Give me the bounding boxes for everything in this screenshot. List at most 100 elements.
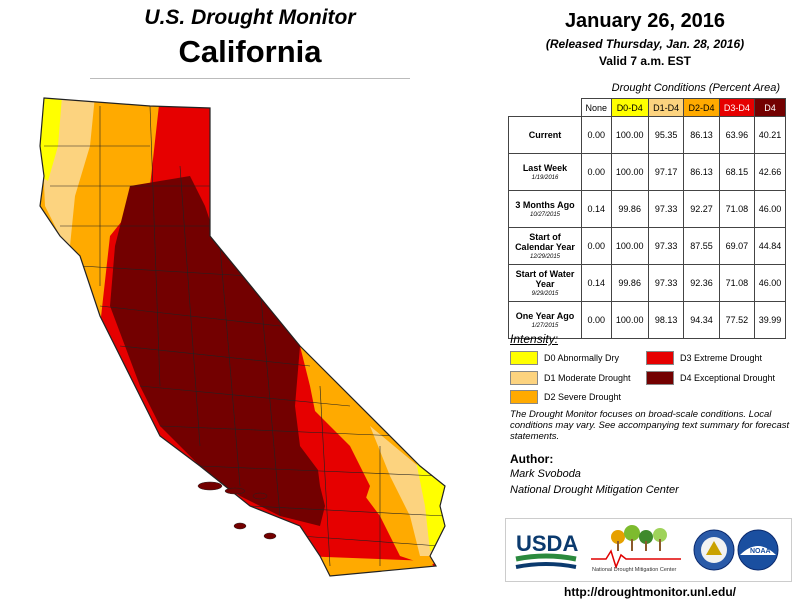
row-label: One Year Ago 1/27/2015 xyxy=(508,301,582,339)
channel-islands xyxy=(197,481,277,540)
table-corner xyxy=(509,99,582,117)
col-header: D4 xyxy=(754,98,786,117)
table-cell: 0.00 xyxy=(581,301,612,339)
table-cell: 97.33 xyxy=(647,264,685,302)
author-organization: National Drought Mitigation Center xyxy=(510,484,679,496)
row-label: Start of Calendar Year 12/29/2015 xyxy=(508,227,582,265)
legend-swatch xyxy=(510,390,538,404)
table-cell: 0.14 xyxy=(581,190,612,228)
legend-item-d3: D3 Extreme Drought xyxy=(646,350,762,366)
disclaimer-note: The Drought Monitor focuses on broad-sca… xyxy=(510,409,790,442)
release-date: (Released Thursday, Jan. 28, 2016) xyxy=(545,37,745,51)
row-date: 10/27/2015 xyxy=(529,212,561,218)
table-cell: 99.86 xyxy=(610,264,649,302)
table-header-row: None D0-D4 D1-D4 D2-D4 D3-D4 D4 xyxy=(509,98,786,117)
table-cell: 100.00 xyxy=(610,227,649,265)
legend-swatch xyxy=(646,371,674,385)
partner-logos: USDA National Drought Mitigation Center xyxy=(505,518,792,582)
usda-logo: USDA xyxy=(515,531,578,569)
table-cell: 77.52 xyxy=(718,301,756,339)
header-divider xyxy=(90,78,410,79)
legend-label: D4 Exceptional Drought xyxy=(680,373,776,383)
drought-conditions-table: None D0-D4 D1-D4 D2-D4 D3-D4 D4 Current 0… xyxy=(508,98,786,339)
valid-date: January 26, 2016 xyxy=(564,10,726,32)
table-cell: 97.33 xyxy=(647,227,685,265)
ndmc-logo-text: National Drought Mitigation Center xyxy=(592,567,677,573)
usda-logo-text: USDA xyxy=(516,531,578,556)
legend-item-d1: D1 Moderate Drought xyxy=(510,370,631,386)
table-row: 3 Months Ago 10/27/2015 0.14 99.86 97.33 92.2… xyxy=(508,190,786,228)
table-cell: 100.00 xyxy=(610,301,649,339)
d1-region-southeast xyxy=(370,426,445,556)
d4-region-central xyxy=(110,176,330,526)
table-cell: 100.00 xyxy=(610,116,649,154)
row-label-text: Start of Water Year xyxy=(515,269,575,289)
row-label-text: Last Week xyxy=(522,163,568,173)
commerce-seal-icon xyxy=(693,529,735,571)
row-date: 12/29/2015 xyxy=(529,254,561,260)
table-cell: 46.00 xyxy=(754,190,786,228)
legend-item-d2: D2 Severe Drought xyxy=(510,389,621,405)
table-cell: 46.00 xyxy=(754,264,786,302)
col-header: D1-D4 xyxy=(647,98,685,117)
row-label-text: Start of Calendar Year xyxy=(515,232,575,252)
table-row: Current 0.00 100.00 95.35 86.13 63.96 40.21 xyxy=(508,116,786,154)
california-drought-map xyxy=(39,97,446,577)
site-url-link[interactable]: http://droughtmonitor.unl.edu/ xyxy=(564,585,736,599)
map-title: U.S. Drought Monitor xyxy=(144,6,356,29)
table-cell: 98.13 xyxy=(647,301,685,339)
table-cell: 71.08 xyxy=(718,264,756,302)
state-name: California xyxy=(178,34,322,69)
table-caption: Drought Conditions (Percent Area) xyxy=(611,82,780,94)
d3-region-southeast xyxy=(310,406,370,526)
table-cell: 42.66 xyxy=(754,153,786,191)
row-label-text: 3 Months Ago xyxy=(515,200,575,210)
col-header: D3-D4 xyxy=(718,98,756,117)
county-lines xyxy=(44,105,445,567)
table-cell: 69.07 xyxy=(718,227,756,265)
row-date: 9/29/2015 xyxy=(531,291,559,297)
table-cell: 63.96 xyxy=(718,116,756,154)
row-date: 1/27/2015 xyxy=(531,323,559,329)
row-label-text: One Year Ago xyxy=(515,311,575,321)
table-cell: 86.13 xyxy=(683,116,720,154)
row-label-text: Current xyxy=(528,130,562,140)
ndmc-logo: National Drought Mitigation Center xyxy=(591,525,681,573)
legend-swatch xyxy=(510,371,538,385)
table-cell: 97.17 xyxy=(647,153,685,191)
col-header: None xyxy=(581,98,612,117)
table-cell: 0.14 xyxy=(581,264,612,302)
table-cell: 0.00 xyxy=(581,153,612,191)
table-cell: 100.00 xyxy=(610,153,649,191)
table-cell: 92.27 xyxy=(683,190,720,228)
row-label: Last Week 1/19/2016 xyxy=(508,153,582,191)
intensity-legend-title: Intensity: xyxy=(510,332,559,346)
table-cell: 97.33 xyxy=(647,190,685,228)
legend-item-d0: D0 Abnormally Dry xyxy=(510,350,619,366)
table-cell: 71.08 xyxy=(718,190,756,228)
table-row: Start of Water Year 9/29/2015 0.14 99.86 97.… xyxy=(508,264,786,302)
valid-time: Valid 7 a.m. EST xyxy=(598,54,692,68)
table-cell: 87.55 xyxy=(683,227,720,265)
row-date: 1/19/2016 xyxy=(531,175,559,181)
legend-swatch xyxy=(646,351,674,365)
d0-region-north xyxy=(40,98,62,181)
author-name: Mark Svoboda xyxy=(510,468,581,480)
table-cell: 86.13 xyxy=(683,153,720,191)
legend-item-d4: D4 Exceptional Drought xyxy=(646,370,775,386)
col-header: D2-D4 xyxy=(683,98,720,117)
table-row: Last Week 1/19/2016 0.00 100.00 97.17 86.13 68… xyxy=(508,153,786,191)
table-row: Start of Calendar Year 12/29/2015 0.00 100.… xyxy=(508,227,786,265)
table-cell: 39.99 xyxy=(754,301,786,339)
table-cell: 99.86 xyxy=(610,190,649,228)
table-cell: 92.36 xyxy=(683,264,720,302)
logos-graphic: USDA National Drought Mitigation Center xyxy=(515,525,779,573)
state-outline xyxy=(39,97,446,577)
table-cell: 68.15 xyxy=(718,153,756,191)
legend-swatch xyxy=(510,351,538,365)
noaa-logo: NOAA xyxy=(737,529,779,571)
table-cell: 40.21 xyxy=(754,116,786,154)
legend-label: D2 Severe Drought xyxy=(544,392,622,402)
legend-label: D3 Extreme Drought xyxy=(680,353,763,363)
table-cell: 95.35 xyxy=(647,116,685,154)
